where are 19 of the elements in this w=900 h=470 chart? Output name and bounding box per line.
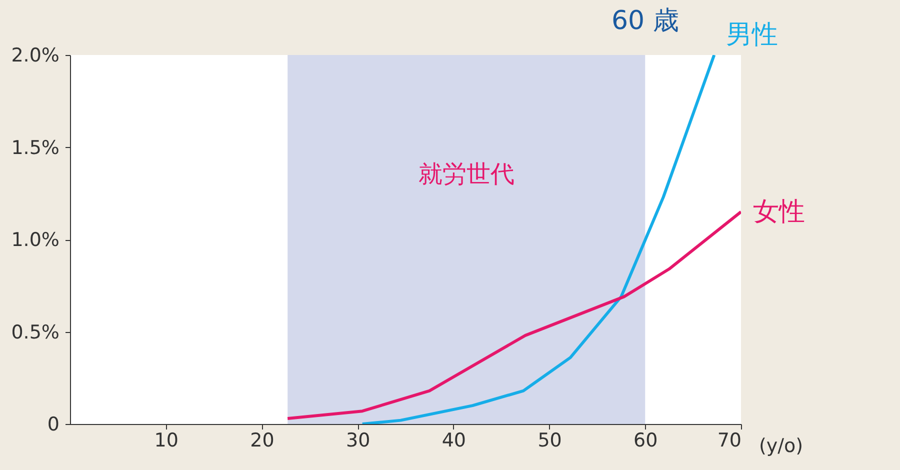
x-tick-label: 60 <box>634 430 658 452</box>
series-label: 女性 <box>753 196 805 227</box>
x-tick-label: 70 <box>717 430 742 452</box>
x-tick-label: 20 <box>250 430 274 452</box>
band-label: 就労世代 <box>418 160 514 188</box>
y-tick-label: 2.0% <box>11 44 60 66</box>
x-tick-label: 30 <box>346 430 370 452</box>
y-tick-label: 0.5% <box>11 321 60 344</box>
line-series <box>286 210 741 420</box>
x-tick-label: 50 <box>538 430 562 452</box>
y-tick-label: 1.0% <box>11 229 60 251</box>
series-label: 男性 <box>726 20 778 50</box>
x-tick-label: 40 <box>442 430 466 452</box>
y-tick-label: 1.5% <box>11 136 60 159</box>
line-series <box>360 55 716 424</box>
x-tick-label: 10 <box>154 430 178 452</box>
annotation: 60 歳 <box>611 6 679 36</box>
y-tick-label: 0 <box>47 414 60 436</box>
x-axis-title: (y/o) <box>759 435 804 457</box>
